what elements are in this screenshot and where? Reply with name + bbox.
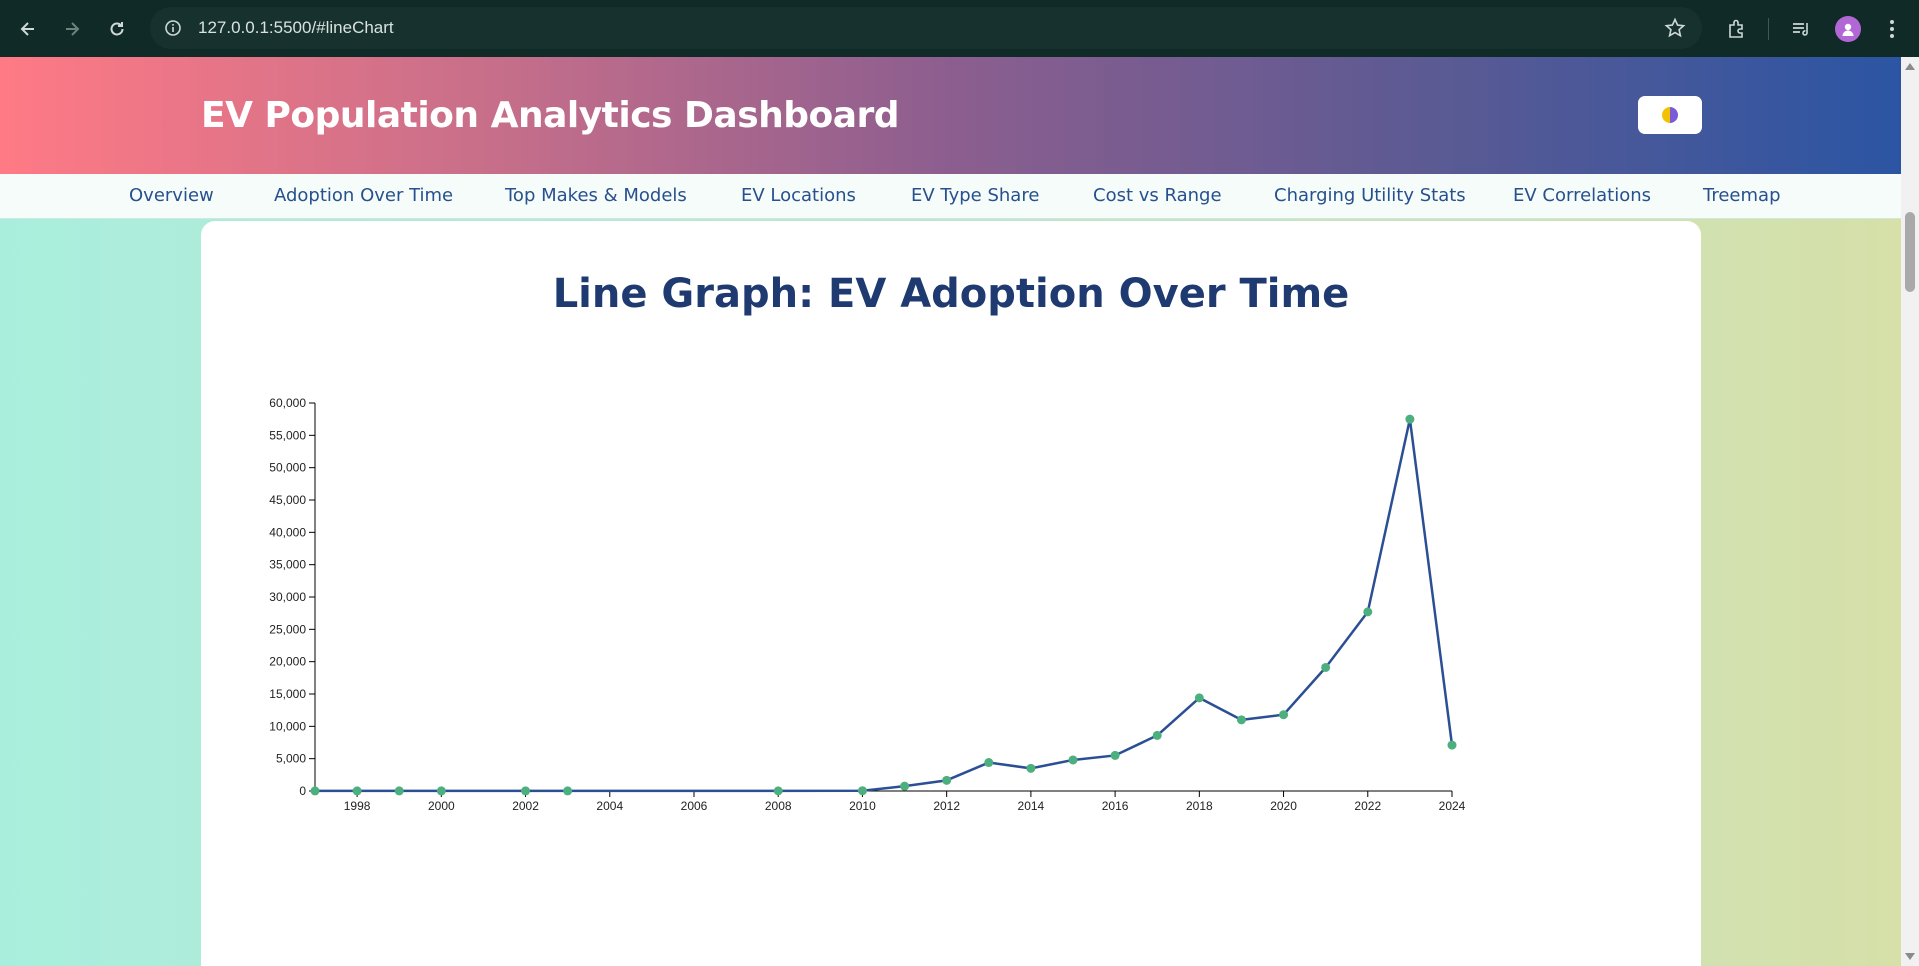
scroll-down-arrow-icon[interactable] bbox=[1905, 953, 1915, 960]
nav-link-adoption-over-time[interactable]: Adoption Over Time bbox=[274, 185, 454, 206]
data-point bbox=[1194, 693, 1204, 703]
y-tick-label: 50,000 bbox=[269, 461, 306, 475]
address-bar[interactable]: 127.0.0.1:5500/#lineChart bbox=[150, 7, 1702, 49]
y-tick-label: 15,000 bbox=[269, 687, 306, 701]
y-tick-label: 0 bbox=[299, 784, 306, 798]
nav-link-ev-locations[interactable]: EV Locations bbox=[741, 185, 856, 206]
page-title: EV Population Analytics Dashboard bbox=[201, 95, 900, 136]
chart-title: Line Graph: EV Adoption Over Time bbox=[552, 271, 1350, 317]
section-nav: Overview Adoption Over Time Top Makes & … bbox=[0, 174, 1901, 219]
scrollbar-thumb[interactable] bbox=[1905, 212, 1915, 292]
y-tick-label: 45,000 bbox=[269, 493, 306, 507]
x-tick-label: 2016 bbox=[1102, 799, 1129, 813]
line-chart: 0 5,000 10,000 15,000 20,000 25,000 30,000 35,0… bbox=[269, 396, 1466, 813]
nav-link-charging-utility-stats[interactable]: Charging Utility Stats bbox=[1274, 185, 1466, 206]
data-point bbox=[1279, 710, 1289, 720]
data-point bbox=[563, 786, 573, 796]
url-text[interactable]: 127.0.0.1:5500/#lineChart bbox=[198, 18, 394, 37]
series-line bbox=[315, 417, 1454, 793]
data-point bbox=[1405, 414, 1415, 424]
x-tick-label: 2024 bbox=[1439, 799, 1466, 813]
half-moon-icon bbox=[1662, 107, 1678, 123]
data-point bbox=[942, 775, 952, 785]
nav-link-ev-type-share[interactable]: EV Type Share bbox=[911, 185, 1040, 206]
browser-toolbar: 127.0.0.1:5500/#lineChart bbox=[0, 0, 1919, 57]
page-scrollbar[interactable] bbox=[1901, 57, 1919, 966]
x-tick-label: 2004 bbox=[596, 799, 623, 813]
dashboard-header: EV Population Analytics Dashboard bbox=[0, 57, 1901, 174]
forward-arrow-icon[interactable] bbox=[50, 7, 94, 51]
data-point bbox=[1068, 755, 1078, 765]
extensions-icon[interactable] bbox=[1716, 7, 1758, 51]
data-point bbox=[1363, 607, 1373, 617]
x-tick-label: 2022 bbox=[1354, 799, 1381, 813]
more-vert-icon[interactable] bbox=[1872, 7, 1912, 51]
info-icon[interactable] bbox=[156, 11, 190, 45]
data-point bbox=[1447, 740, 1457, 750]
nav-link-treemap[interactable]: Treemap bbox=[1703, 185, 1781, 206]
data-point bbox=[1321, 662, 1331, 672]
x-tick-label: 2006 bbox=[681, 799, 708, 813]
data-point bbox=[310, 786, 320, 796]
x-tick-label: 2018 bbox=[1186, 799, 1213, 813]
x-tick-label: 2000 bbox=[428, 799, 455, 813]
data-point bbox=[1026, 763, 1036, 773]
y-tick-label: 60,000 bbox=[269, 396, 306, 410]
y-tick-label: 30,000 bbox=[269, 590, 306, 604]
x-tick-label: 2014 bbox=[1018, 799, 1045, 813]
data-point bbox=[984, 758, 994, 768]
data-point bbox=[394, 786, 404, 796]
x-tick-label: 1998 bbox=[344, 799, 371, 813]
data-point bbox=[352, 786, 362, 796]
x-tick-label: 2012 bbox=[933, 799, 960, 813]
data-point bbox=[1110, 750, 1120, 760]
scroll-up-arrow-icon[interactable] bbox=[1905, 63, 1915, 70]
data-point bbox=[1152, 730, 1162, 740]
media-queue-icon[interactable] bbox=[1780, 7, 1822, 51]
x-tick-label: 2010 bbox=[849, 799, 876, 813]
x-tick-label: 2008 bbox=[765, 799, 792, 813]
data-point bbox=[521, 786, 531, 796]
nav-link-overview[interactable]: Overview bbox=[129, 185, 214, 206]
y-tick-label: 10,000 bbox=[269, 719, 306, 733]
page-viewport: EV Population Analytics Dashboard Overvi… bbox=[0, 57, 1901, 966]
x-tick-label: 2020 bbox=[1270, 799, 1297, 813]
chart-card: Line Graph: EV Adoption Over Time 0 5,000… bbox=[201, 221, 1701, 966]
y-tick-label: 5,000 bbox=[276, 752, 306, 766]
y-tick-label: 35,000 bbox=[269, 558, 306, 572]
y-tick-label: 25,000 bbox=[269, 622, 306, 636]
y-tick-label: 55,000 bbox=[269, 428, 306, 442]
bookmark-star-icon[interactable] bbox=[1662, 15, 1688, 41]
data-point bbox=[900, 781, 910, 791]
reload-icon[interactable] bbox=[95, 7, 139, 51]
theme-toggle-button[interactable] bbox=[1638, 96, 1702, 134]
data-point bbox=[857, 786, 867, 796]
data-point bbox=[1236, 715, 1246, 725]
back-arrow-icon[interactable] bbox=[6, 7, 50, 51]
nav-link-cost-vs-range[interactable]: Cost vs Range bbox=[1093, 185, 1222, 206]
data-point bbox=[773, 786, 783, 796]
data-point bbox=[436, 786, 446, 796]
nav-link-ev-correlations[interactable]: EV Correlations bbox=[1513, 185, 1652, 206]
y-tick-label: 20,000 bbox=[269, 655, 306, 669]
y-tick-label: 40,000 bbox=[269, 525, 306, 539]
nav-link-top-makes-models[interactable]: Top Makes & Models bbox=[505, 185, 687, 206]
toolbar-separator bbox=[1768, 18, 1769, 40]
profile-avatar-icon[interactable] bbox=[1826, 7, 1870, 51]
x-tick-label: 2002 bbox=[512, 799, 539, 813]
